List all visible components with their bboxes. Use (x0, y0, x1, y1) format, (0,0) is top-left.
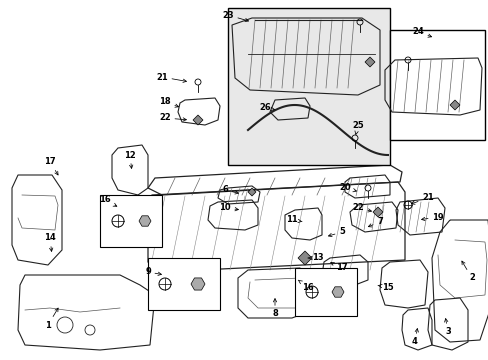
Bar (148, 258, 220, 310)
Text: 17: 17 (330, 262, 347, 273)
Text: 19: 19 (421, 212, 443, 221)
Polygon shape (331, 287, 343, 297)
Text: 9: 9 (145, 267, 161, 276)
Polygon shape (372, 207, 382, 217)
Text: 22: 22 (351, 203, 371, 212)
Polygon shape (191, 278, 204, 290)
Bar (227, 8, 389, 165)
Text: 12: 12 (124, 150, 136, 168)
Text: 15: 15 (377, 283, 393, 292)
Polygon shape (247, 188, 256, 196)
Text: 25: 25 (351, 121, 363, 134)
Text: 17: 17 (44, 158, 58, 175)
Polygon shape (364, 57, 374, 67)
Polygon shape (297, 251, 311, 265)
Text: 16: 16 (99, 195, 117, 206)
Text: 5: 5 (328, 228, 344, 237)
Text: 2: 2 (461, 261, 474, 283)
Text: 6: 6 (222, 185, 238, 194)
Text: 21: 21 (156, 72, 186, 82)
Text: 23: 23 (222, 10, 248, 22)
Bar (389, 30, 484, 140)
Text: 18: 18 (159, 98, 178, 107)
Polygon shape (449, 100, 459, 110)
Text: 24: 24 (411, 27, 431, 37)
Text: 1: 1 (45, 308, 58, 329)
Text: 11: 11 (285, 216, 302, 225)
Text: 21: 21 (410, 194, 433, 204)
Text: 8: 8 (271, 299, 277, 319)
Text: 4: 4 (411, 329, 418, 346)
Bar (100, 195, 162, 247)
Text: 10: 10 (219, 203, 238, 212)
Bar (294, 268, 356, 316)
Polygon shape (139, 216, 151, 226)
Polygon shape (193, 115, 203, 125)
Text: 22: 22 (159, 113, 186, 122)
Text: 7: 7 (367, 217, 382, 227)
Text: 16: 16 (298, 280, 313, 292)
Text: 26: 26 (259, 104, 274, 112)
Text: 3: 3 (444, 319, 450, 337)
Text: 14: 14 (44, 234, 56, 251)
Text: 20: 20 (339, 184, 356, 193)
Text: 13: 13 (307, 253, 323, 262)
